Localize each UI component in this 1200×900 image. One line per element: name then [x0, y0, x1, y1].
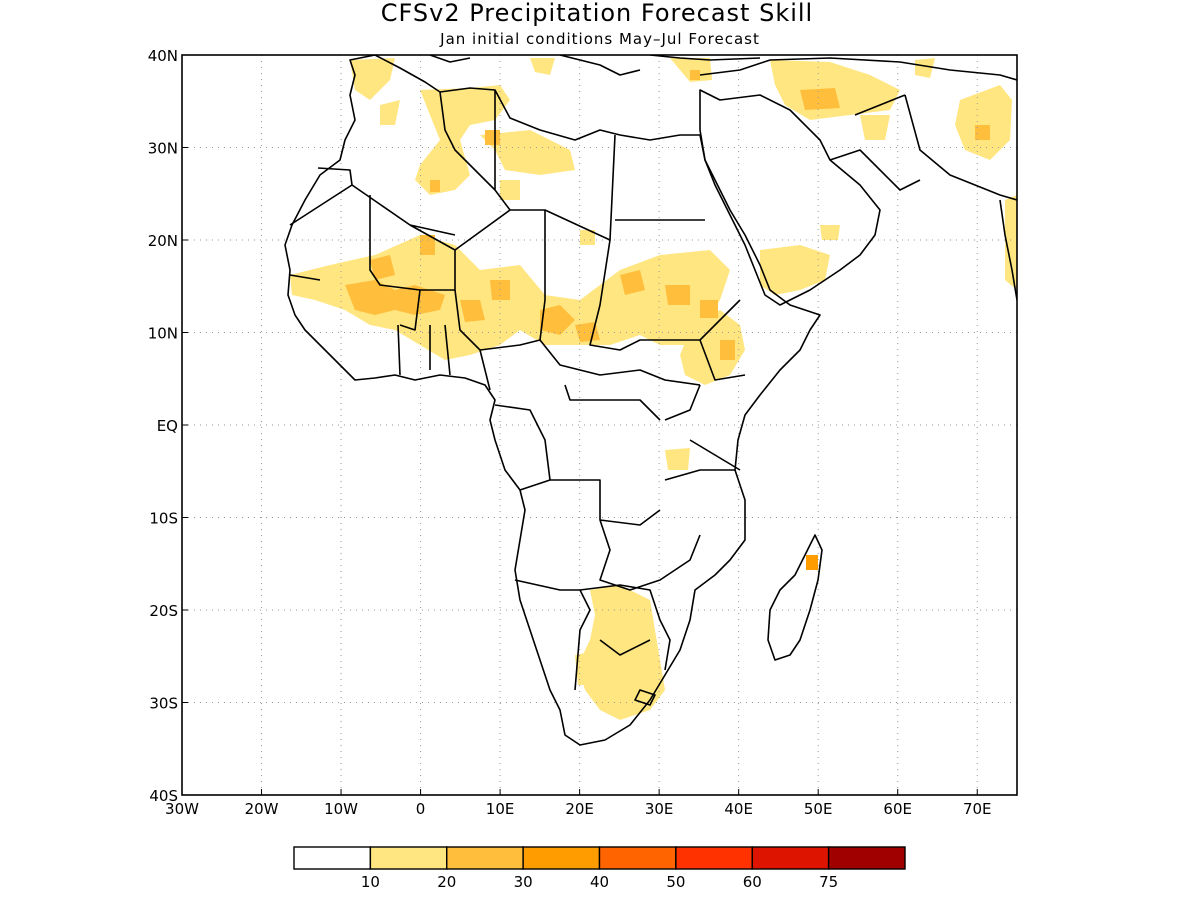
figure-title: CFSv2 Precipitation Forecast Skill	[381, 0, 813, 27]
colorbar-swatch	[293, 846, 372, 870]
colorbar-swatch	[598, 846, 677, 870]
colorbar-swatch	[522, 846, 601, 870]
colorbar-label: 10	[361, 873, 380, 891]
colorbar-label: 75	[819, 873, 838, 891]
colorbar-swatch	[446, 846, 524, 870]
y-tick-label: 30S	[149, 695, 178, 713]
figure-subtitle: Jan initial conditions May–Jul Forecast	[439, 30, 760, 48]
coastlines-borders	[284, 55, 1017, 746]
skill-shading	[290, 58, 1017, 720]
x-tick-label: 60E	[883, 800, 912, 818]
x-tick-label: 40E	[724, 800, 753, 818]
colorbar-label: 50	[666, 873, 685, 891]
y-tick-label: EQ	[157, 417, 178, 435]
x-tick-label: 70E	[963, 800, 992, 818]
colorbar-swatch	[827, 846, 906, 870]
colorbar-label: 40	[590, 873, 609, 891]
x-tick-label: 20W	[245, 800, 279, 818]
colorbar-swatch	[751, 846, 830, 870]
x-tick-label: 30E	[645, 800, 674, 818]
colorbar: 10 20 30 40 50 60 75	[293, 846, 906, 891]
y-tick-label: 30N	[148, 140, 178, 158]
colorbar-swatch	[369, 846, 448, 870]
y-tick-label: 10N	[148, 325, 178, 343]
x-tick-label: 20E	[565, 800, 594, 818]
y-tick-label: 20N	[148, 232, 178, 250]
colorbar-swatch	[675, 846, 753, 870]
x-tick-label: 50E	[804, 800, 833, 818]
x-tick-label: 30W	[165, 800, 199, 818]
x-tick-label: 10W	[324, 800, 358, 818]
y-tick-label: 40S	[149, 787, 178, 805]
x-axis-labels: 30W 20W 10W 0 10E 20E 30E 40E 50E 60E 70E	[165, 789, 992, 818]
y-tick-label: 40N	[148, 47, 178, 65]
x-tick-label: 10E	[486, 800, 515, 818]
colorbar-label: 60	[743, 873, 762, 891]
y-axis-labels: 40N 30N 20N 10N EQ 10S 20S 30S 40S	[148, 47, 188, 805]
y-tick-label: 10S	[149, 510, 178, 528]
colorbar-label: 30	[514, 873, 533, 891]
y-tick-label: 20S	[149, 602, 178, 620]
x-tick-label: 0	[416, 800, 426, 818]
colorbar-label: 20	[437, 873, 456, 891]
